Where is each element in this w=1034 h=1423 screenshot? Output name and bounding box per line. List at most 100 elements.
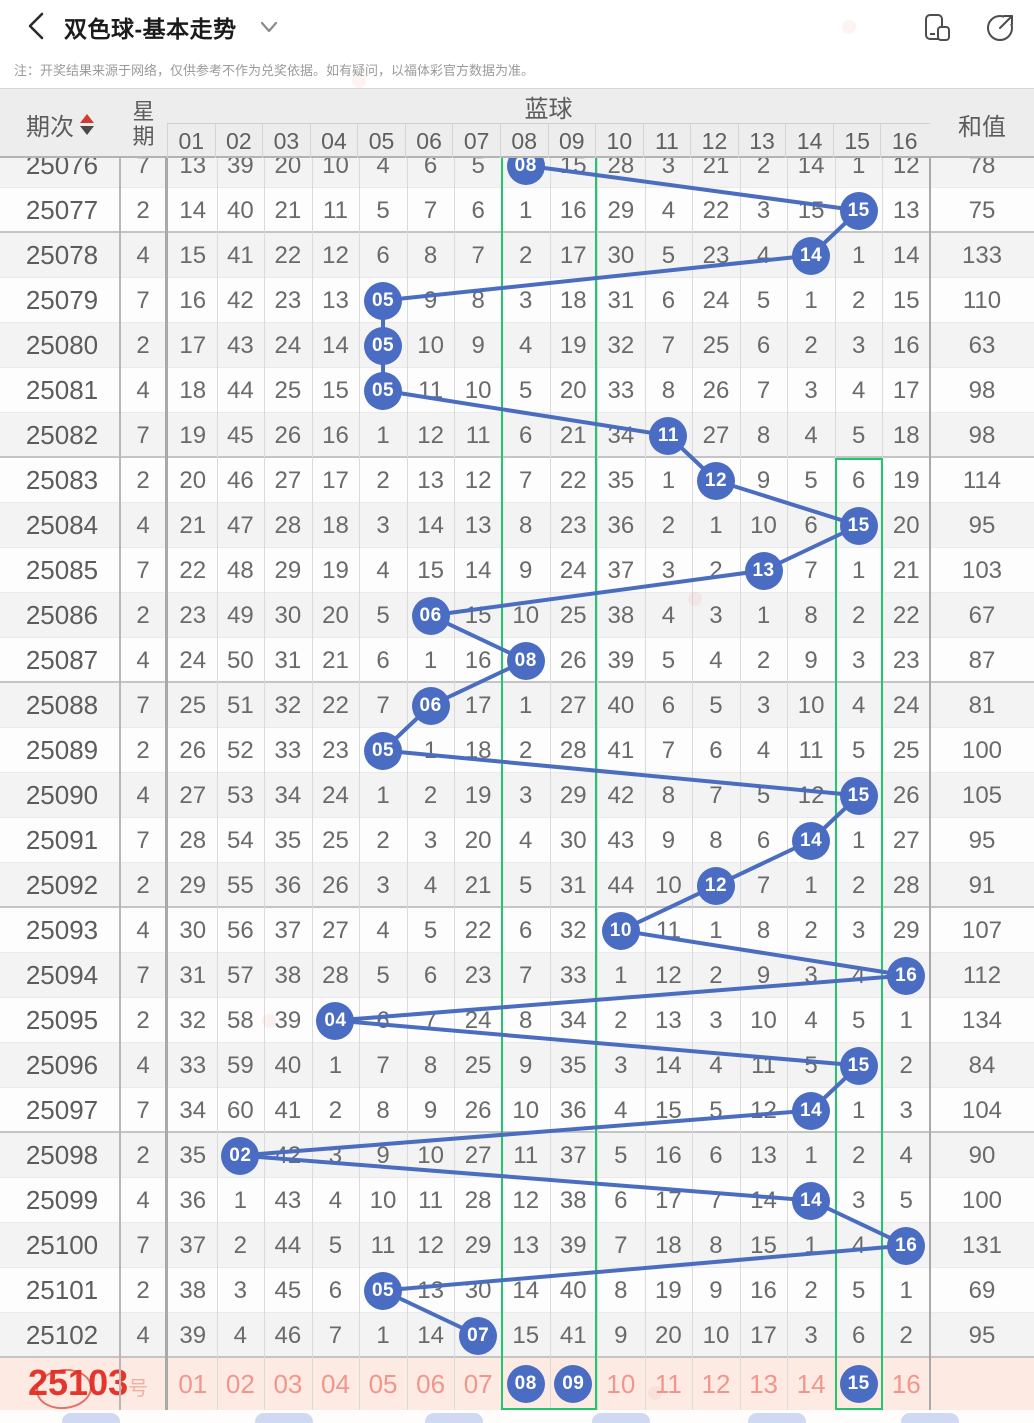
omission-cell: 8 (756, 422, 771, 449)
omission-cell: 43 (274, 1187, 302, 1214)
table-row-25095: 25095 2 32 58 39 6 7 24 8 34 2 13 3 10 4 5 1 134 (0, 998, 1034, 1043)
bottom-peek-button[interactable] (255, 1413, 313, 1423)
omission-cell: 28 (179, 827, 207, 854)
omission-cell: 32 (274, 692, 302, 719)
omission-cell: 1 (233, 1187, 248, 1214)
weekday-cell: 2 (136, 602, 150, 629)
omission-cell: 3 (804, 377, 818, 404)
bottom-peek-button[interactable] (592, 1413, 650, 1423)
floating-window-icon[interactable] (918, 12, 958, 44)
omission-cell: 3 (709, 602, 723, 629)
omission-cell: 19 (892, 467, 920, 494)
blue-ball-15: 15 (839, 1365, 878, 1403)
omission-cell: 53 (226, 782, 254, 809)
omission-cell: 42 (607, 782, 635, 809)
omission-cell: 58 (226, 1007, 254, 1034)
weekday-cell: 2 (136, 197, 150, 224)
omission-cell: 24 (322, 782, 349, 809)
omission-cell: 14 (797, 158, 825, 179)
table-row-25088: 25088 7 25 51 32 22 7 17 1 27 40 6 5 3 10 4 24 81 (0, 683, 1034, 728)
omission-cell: 1 (423, 737, 438, 764)
omission-cell: 7 (661, 332, 676, 359)
omission-cell: 54 (226, 827, 254, 854)
bottom-peek-button[interactable] (425, 1413, 483, 1423)
omission-cell: 36 (274, 872, 302, 899)
omission-cell: 27 (559, 692, 587, 719)
omission-cell: 23 (464, 962, 492, 989)
sort-up-icon (80, 113, 94, 123)
omission-cell: 14 (655, 1052, 682, 1079)
omission-cell: 4 (709, 647, 723, 674)
omission-cell: 14 (322, 332, 349, 359)
omission-cell: 20 (892, 512, 920, 539)
chevron-down-icon[interactable] (258, 18, 280, 36)
blue-ball-06: 06 (411, 686, 450, 725)
omission-cell: 27 (274, 467, 302, 494)
omission-cell: 9 (423, 1097, 438, 1124)
column-header-14: 14 (785, 124, 833, 159)
ball-column-headers: 01 02 03 04 05 06 07 08 09 10 11 12 13 14 15 16 (167, 124, 930, 159)
period-cell: 25078 (25, 240, 99, 270)
omission-cell: 6 (376, 242, 390, 269)
omission-cell: 4 (661, 602, 676, 629)
omission-cell: 17 (464, 692, 492, 719)
blue-ball-08: 08 (506, 641, 545, 680)
omission-cell: 4 (519, 332, 533, 359)
table-row-25083: 25083 2 20 46 27 17 2 13 12 7 22 35 1 9 5 6 19 114 (0, 458, 1034, 503)
sum-cell: 105 (961, 782, 1003, 809)
omission-cell: 30 (179, 917, 207, 944)
omission-cell: 14 (750, 1187, 777, 1214)
omission-cell: 49 (226, 602, 254, 629)
blue-ball-09: 09 (554, 1365, 593, 1403)
omission-cell: 21 (559, 422, 587, 449)
omission-cell: 4 (376, 557, 390, 584)
omission-cell: 2 (376, 827, 390, 854)
omission-cell: 3 (233, 1277, 248, 1304)
omission-cell: 25 (559, 602, 587, 629)
weekday-cell: 4 (136, 1322, 150, 1349)
omission-cell: 7 (519, 962, 533, 989)
bottom-peek-button[interactable] (62, 1413, 120, 1423)
omission-cell: 7 (471, 242, 485, 269)
omission-cell: 3 (661, 557, 676, 584)
omission-cell: 1 (804, 872, 818, 899)
period-column-header[interactable]: 期次 (0, 89, 120, 159)
blue-ball-08: 08 (506, 158, 545, 185)
weekday-cell: 7 (136, 1232, 150, 1259)
omission-cell: 3 (423, 827, 438, 854)
omission-cell: 18 (322, 512, 349, 539)
blue-ball-04: 04 (316, 1001, 355, 1040)
omission-cell: 28 (464, 1187, 492, 1214)
omission-cell: 13 (417, 467, 444, 494)
period-cell: 25087 (25, 645, 99, 675)
share-icon[interactable] (982, 12, 1022, 44)
omission-cell: 24 (892, 692, 920, 719)
omission-cell: 21 (464, 872, 492, 899)
omission-cell: 13 (892, 197, 920, 224)
omission-cell: 12 (750, 1097, 777, 1124)
sum-cell: 87 (968, 647, 996, 674)
omission-cell: 9 (709, 1277, 723, 1304)
period-cell: 25098 (25, 1140, 99, 1170)
omission-cell: 14 (417, 1322, 444, 1349)
omission-cell: 23 (179, 602, 207, 629)
sum-column-header: 和值 (958, 113, 1006, 141)
sort-icon[interactable] (80, 113, 94, 135)
omission-cell: 4 (328, 1187, 343, 1214)
omission-cell: 20 (179, 467, 207, 494)
omission-cell: 32 (559, 917, 587, 944)
omission-cell: 9 (423, 287, 438, 314)
bottom-peek-button[interactable] (901, 1413, 959, 1423)
next-row-number: 03 (273, 1369, 303, 1399)
grid-line (597, 158, 598, 1410)
blue-ball-14: 14 (792, 1181, 831, 1220)
bottom-peek-button[interactable] (748, 1413, 806, 1423)
omission-cell: 6 (376, 1007, 390, 1034)
omission-cell: 5 (709, 692, 723, 719)
table-row-25090: 25090 4 27 53 34 24 1 2 19 3 29 42 8 7 5 12 26 105 (0, 773, 1034, 818)
omission-cell: 14 (179, 197, 207, 224)
omission-cell: 7 (756, 377, 771, 404)
back-icon[interactable] (22, 10, 52, 42)
omission-cell: 15 (892, 287, 920, 314)
omission-cell: 3 (756, 197, 771, 224)
